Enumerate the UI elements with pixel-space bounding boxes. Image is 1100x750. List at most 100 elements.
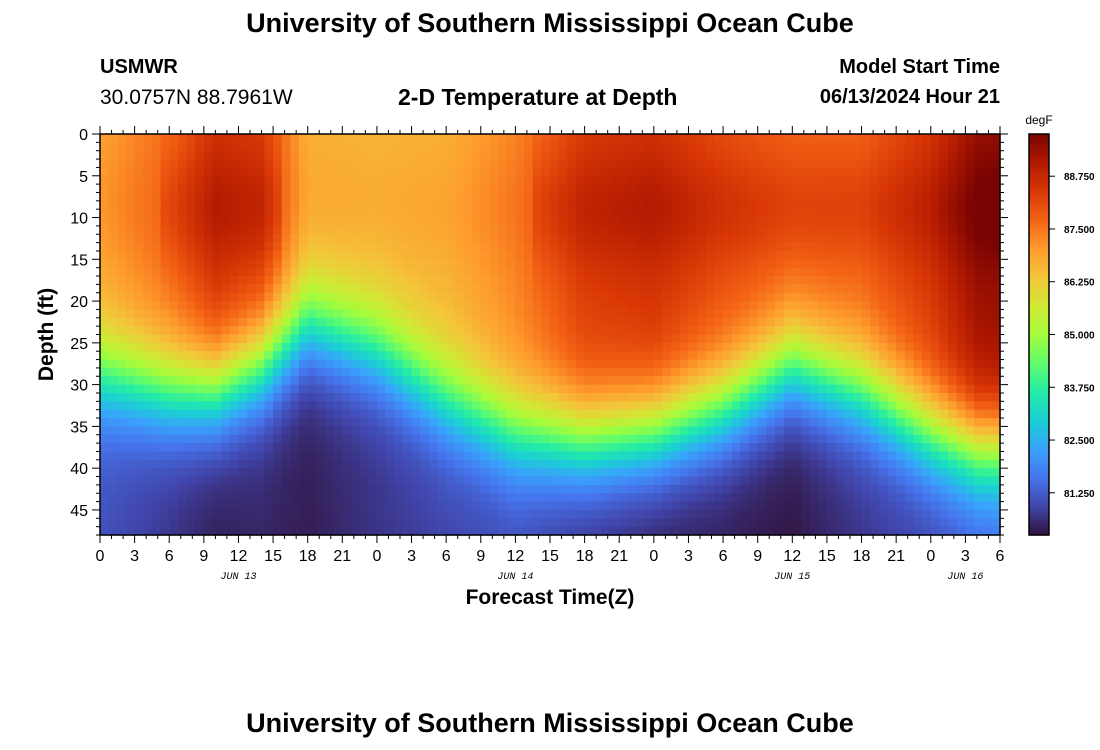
heatmap-cell [212,184,222,194]
heatmap-cell [195,409,205,419]
heatmap-cell [792,468,802,478]
heatmap-cell [818,434,828,444]
heatmap-cell [524,150,534,160]
heatmap-cell [800,192,811,202]
heatmap-cell [203,367,214,377]
heatmap-cell [264,309,274,319]
heatmap-cell [558,225,568,235]
heatmap-cell [792,526,802,536]
heatmap-cell [515,301,525,311]
heatmap-cell [117,309,127,319]
heatmap-cell [861,292,871,302]
heatmap-cell [368,359,378,369]
heatmap-cell [186,301,196,311]
heatmap-cell [307,217,317,227]
heatmap-cell [402,134,413,143]
heatmap-cell [532,234,542,244]
heatmap-cell [143,476,153,486]
heatmap-cell [229,259,240,269]
heatmap-cell [281,150,291,160]
heatmap-cell [359,292,369,302]
heatmap-cell [160,159,170,169]
heatmap-cell [221,484,231,494]
heatmap-cell [524,451,534,461]
heatmap-cell [766,468,776,478]
heatmap-cell [238,418,248,427]
heatmap-cell [212,200,222,210]
heatmap-cell [697,284,707,294]
heatmap-cell [593,217,603,227]
heatmap-cell [472,376,482,386]
heatmap-cell [705,342,716,352]
heatmap-cell [809,334,819,344]
heatmap-cell [818,242,828,252]
heatmap-cell [333,184,343,194]
heatmap-cell [402,217,413,227]
heatmap-cell [731,426,741,436]
heatmap-cell [904,501,915,511]
heatmap-cell [714,267,724,277]
heatmap-cell [956,334,966,344]
heatmap-cell [186,409,196,419]
heatmap-cell [844,359,854,369]
heatmap-cell [212,150,222,160]
heatmap-cell [177,184,188,194]
heatmap-cell [904,342,915,352]
heatmap-cell [835,134,845,143]
heatmap-cell [982,418,992,427]
heatmap-cell [826,459,837,469]
heatmap-cell [186,351,196,361]
heatmap-cell [697,209,707,219]
heatmap-cell [411,468,421,478]
heatmap-cell [974,392,984,402]
heatmap-cell [783,359,793,369]
heatmap-cell [463,242,473,252]
heatmap-cell [264,284,274,294]
heatmap-cell [965,409,975,419]
heatmap-cell [610,443,620,453]
heatmap-cell [792,234,802,244]
heatmap-cell [844,259,854,269]
heatmap-cell [169,250,179,260]
heatmap-cell [506,501,516,511]
heatmap-cell [177,526,188,536]
heatmap-cell [671,200,681,210]
heatmap-cell [627,242,638,252]
heatmap-cell [307,509,317,519]
heatmap-cell [411,376,421,386]
heatmap-cell [428,292,439,302]
heatmap-cell [108,459,118,469]
heatmap-cell [688,209,698,219]
heatmap-cell [290,217,300,227]
heatmap-cell [446,292,456,302]
heatmap-cell [420,401,430,411]
heatmap-cell [844,351,854,361]
heatmap-cell [532,351,542,361]
heatmap-cell [100,476,110,486]
heatmap-cell [290,526,300,536]
heatmap-cell [376,342,387,352]
heatmap-cell [705,200,716,210]
heatmap-cell [550,401,560,411]
heatmap-cell [489,159,499,169]
heatmap-cell [558,351,568,361]
heatmap-cell [273,351,283,361]
heatmap-cell [575,225,586,235]
heatmap-cell [697,267,707,277]
heatmap-cell [904,468,915,478]
heatmap-cell [524,418,534,427]
heatmap-cell [195,250,205,260]
heatmap-cell [636,309,646,319]
heatmap-cell [775,317,785,327]
heatmap-cell [800,309,811,319]
heatmap-cell [290,184,300,194]
heatmap-cell [368,142,378,152]
heatmap-cell [498,250,508,260]
heatmap-cell [446,317,456,327]
heatmap-cell [307,326,317,336]
heatmap-cell [904,167,915,177]
heatmap-cell [550,526,560,536]
heatmap-cell [212,426,222,436]
heatmap-cell [627,451,638,461]
heatmap-cell [368,451,378,461]
